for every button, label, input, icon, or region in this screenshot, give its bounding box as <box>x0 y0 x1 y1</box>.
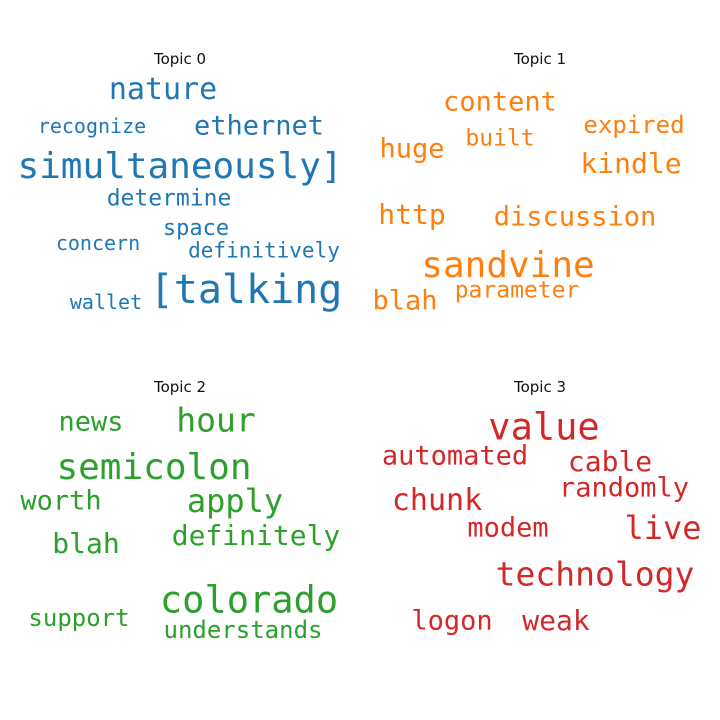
word-technology: technology <box>495 554 695 594</box>
panel-title: Topic 2 <box>153 378 207 396</box>
word-modem: modem <box>467 512 549 544</box>
word-simultaneously: simultaneously] <box>17 146 343 187</box>
word-definitively: definitively <box>188 238 340 263</box>
word-parameter: parameter <box>454 277 580 304</box>
topic-3-panel: Topic 3 value automated cable randomly chunk… <box>370 378 710 708</box>
word-logon: logon <box>411 605 493 637</box>
word-concern: concern <box>55 231 141 255</box>
word-expired: expired <box>583 111 685 139</box>
topic-0-panel: Topic 0 nature recognize ethernet simultane… <box>10 50 350 380</box>
word-determine: determine <box>106 185 232 212</box>
word-space: space <box>162 216 230 241</box>
word-weak: weak <box>522 604 590 637</box>
word-apply: apply <box>186 482 284 520</box>
panel-title: Topic 3 <box>513 378 567 396</box>
word-cable: cable <box>567 445 653 478</box>
word-wallet: wallet <box>69 290 143 314</box>
word-semicolon: semicolon <box>56 447 252 488</box>
word-huge: huge <box>379 133 445 165</box>
word-understands: understands <box>163 616 323 644</box>
panel-title: Topic 0 <box>153 50 207 68</box>
word-chunk: chunk <box>391 483 483 518</box>
word-colorado: colorado <box>159 578 339 622</box>
word-blah: blah <box>52 527 120 560</box>
word-talking: [talking <box>149 267 343 313</box>
word-value: value <box>488 405 600 449</box>
panel-title: Topic 1 <box>513 50 567 68</box>
word-built: built <box>465 125 535 152</box>
word-kindle: kindle <box>580 147 682 180</box>
word-support: support <box>28 604 130 632</box>
word-automated: automated <box>381 440 529 472</box>
word-nature: nature <box>108 72 218 107</box>
word-randomly: randomly <box>558 472 690 504</box>
word-discussion: discussion <box>493 201 657 233</box>
word-live: live <box>624 509 702 547</box>
word-sandvine: sandvine <box>421 245 595 286</box>
topic-2-panel: Topic 2 news hour semicolon worth apply blah d… <box>10 378 350 708</box>
topic-1-panel: Topic 1 content expired built huge kindle htt… <box>370 50 710 380</box>
word-http: http <box>378 198 446 231</box>
word-content: content <box>443 86 557 118</box>
word-news: news <box>58 406 124 438</box>
word-definitely: definitely <box>171 519 341 552</box>
word-recognize: recognize <box>37 114 147 138</box>
word-hour: hour <box>176 400 256 440</box>
word-blah: blah <box>372 285 438 317</box>
word-worth: worth <box>20 485 102 517</box>
word-ethernet: ethernet <box>193 110 325 142</box>
